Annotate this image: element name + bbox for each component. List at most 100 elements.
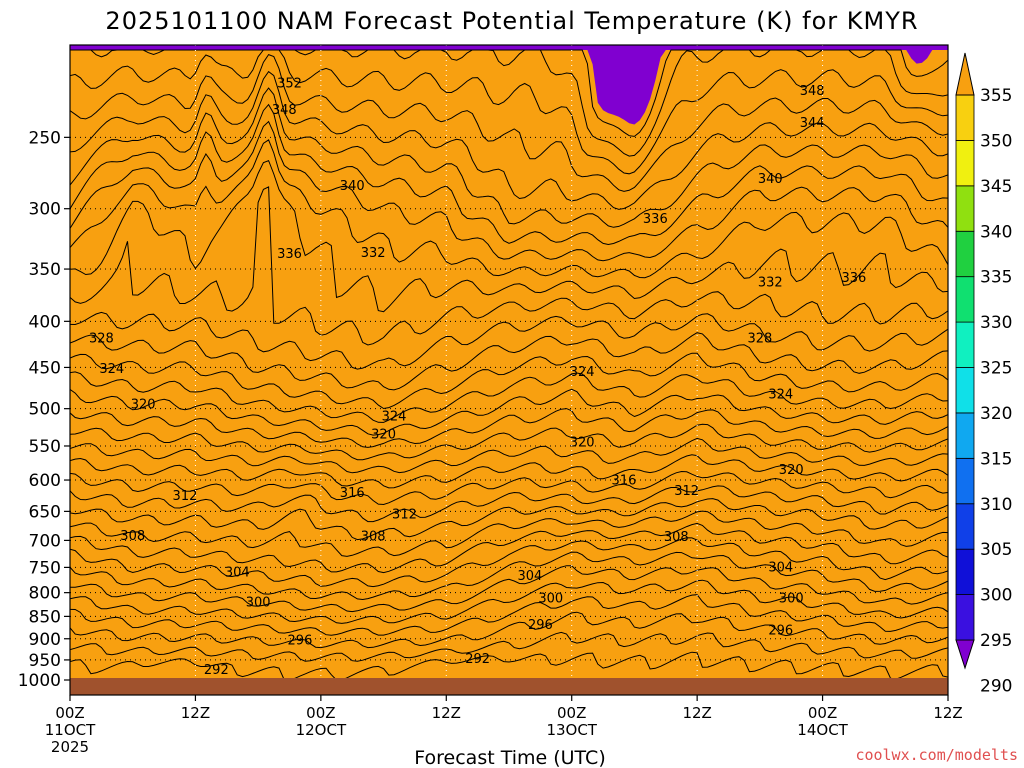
- svg-text:304: 304: [225, 566, 250, 581]
- svg-text:348: 348: [800, 84, 825, 99]
- svg-text:348: 348: [272, 103, 297, 118]
- contour-334: [70, 186, 948, 346]
- svg-text:328: 328: [89, 332, 114, 347]
- colorbar-swatch-320: [955, 367, 975, 414]
- svg-text:296: 296: [288, 633, 313, 648]
- contour-label-316: 316: [612, 474, 637, 489]
- svg-text:312: 312: [392, 507, 417, 522]
- contour-label-352: 352: [277, 77, 302, 92]
- colorbar-swatch-295: [955, 594, 975, 641]
- svg-text:292: 292: [465, 652, 490, 667]
- y-tick-label-850: 850: [29, 607, 61, 627]
- contour-342: [70, 103, 948, 246]
- svg-text:320: 320: [779, 463, 804, 478]
- colorbar-label-290: 290: [980, 676, 1012, 696]
- svg-text:304: 304: [517, 569, 542, 584]
- plot-area: 352 348 348 344 340 340 336 336 336 332 332 328 328 3…: [70, 45, 948, 695]
- contour-330: [70, 332, 948, 391]
- grid-lines: [70, 45, 948, 695]
- contour-294: [70, 611, 948, 649]
- colorbar-label-295: 295: [980, 631, 1012, 651]
- colorbar-swatch-325: [955, 321, 975, 368]
- svg-text:344: 344: [800, 116, 825, 131]
- svg-text:336: 336: [277, 247, 302, 262]
- colorbar-label-335: 335: [980, 268, 1012, 288]
- contour-316: [70, 454, 948, 489]
- svg-text:336: 336: [643, 212, 668, 227]
- x-tick-label: 12Z: [933, 704, 962, 722]
- x-tick-label: 00Z: [55, 704, 84, 722]
- x-tick-label: 00Z: [808, 704, 837, 722]
- colorbar-label-300: 300: [980, 586, 1012, 606]
- contour-344: [70, 87, 948, 228]
- contour-label-332: 332: [361, 246, 386, 261]
- ground-surface: [70, 678, 948, 695]
- svg-text:320: 320: [570, 435, 595, 450]
- x-tick-label: 14OCT: [797, 721, 848, 739]
- contour-label-332: 332: [758, 275, 783, 290]
- x-tick-label: 12Z: [181, 704, 210, 722]
- svg-text:332: 332: [361, 246, 386, 261]
- contour-314: [70, 470, 948, 506]
- colorbar-label-340: 340: [980, 222, 1012, 242]
- contour-label-348: 348: [272, 103, 297, 118]
- colorbar-label-330: 330: [980, 313, 1012, 333]
- colorbar-swatch-305: [955, 503, 975, 550]
- contour-label-308: 308: [664, 530, 689, 545]
- colorbar-label-320: 320: [980, 404, 1012, 424]
- y-tick-label-350: 350: [29, 260, 61, 280]
- y-tick-label-750: 750: [29, 558, 61, 578]
- x-tick-label: 11OCT: [45, 721, 96, 739]
- svg-text:308: 308: [361, 529, 386, 544]
- plot-border: [69, 44, 949, 696]
- contour-label-312: 312: [392, 507, 417, 522]
- colorbar-swatch-330: [955, 276, 975, 323]
- contour-302: [70, 551, 948, 601]
- contour-312: [70, 485, 948, 523]
- contour-label-300: 300: [246, 595, 271, 610]
- contour-328: [70, 352, 948, 410]
- contour-label-324: 324: [570, 365, 595, 380]
- contour-label-336: 336: [277, 247, 302, 262]
- contour-label-300: 300: [779, 591, 804, 606]
- colorbar-label-345: 345: [980, 177, 1012, 197]
- contour-292: [70, 631, 948, 662]
- x-tick-label: 2025: [51, 738, 89, 756]
- x-axis-label: Forecast Time (UTC): [414, 747, 605, 768]
- y-tick-label-450: 450: [29, 358, 61, 378]
- colorbar-swatch-300: [955, 548, 975, 595]
- contour-label-296: 296: [768, 623, 793, 638]
- y-tick-label-800: 800: [29, 584, 61, 604]
- svg-text:320: 320: [131, 398, 156, 413]
- chart-title: 2025101100 NAM Forecast Potential Temper…: [105, 7, 918, 35]
- contour-label-320: 320: [371, 427, 396, 442]
- colorbar-swatch-310: [955, 457, 975, 505]
- y-tick-label-300: 300: [29, 200, 61, 220]
- x-tick-label: 00Z: [557, 704, 586, 722]
- y-tick-label-700: 700: [29, 531, 61, 551]
- y-tick-label-400: 400: [29, 312, 61, 332]
- contour-label-308: 308: [361, 529, 386, 544]
- contour-label-320: 320: [779, 463, 804, 478]
- contour-label-324: 324: [99, 362, 124, 377]
- svg-text:316: 316: [612, 474, 637, 489]
- contour-label-308: 308: [120, 529, 145, 544]
- contour-label-296: 296: [288, 633, 313, 648]
- contour-348: [70, 53, 948, 192]
- svg-text:340: 340: [758, 172, 783, 187]
- y-tick-label-600: 600: [29, 471, 61, 491]
- contour-350: [70, 49, 948, 175]
- contour-306: [70, 522, 948, 574]
- x-tick-label: 12Z: [682, 704, 711, 722]
- svg-text:324: 324: [382, 409, 407, 424]
- contour-336: [70, 159, 948, 313]
- colorbar-swatch-340: [955, 185, 975, 232]
- contour-322: [70, 408, 948, 448]
- contour-label-336: 336: [842, 271, 867, 286]
- contour-lines: [70, 49, 948, 681]
- contour-label-312: 312: [173, 489, 198, 504]
- y-tick-label-1000: 1000: [18, 671, 61, 691]
- contour-label-296: 296: [528, 618, 553, 633]
